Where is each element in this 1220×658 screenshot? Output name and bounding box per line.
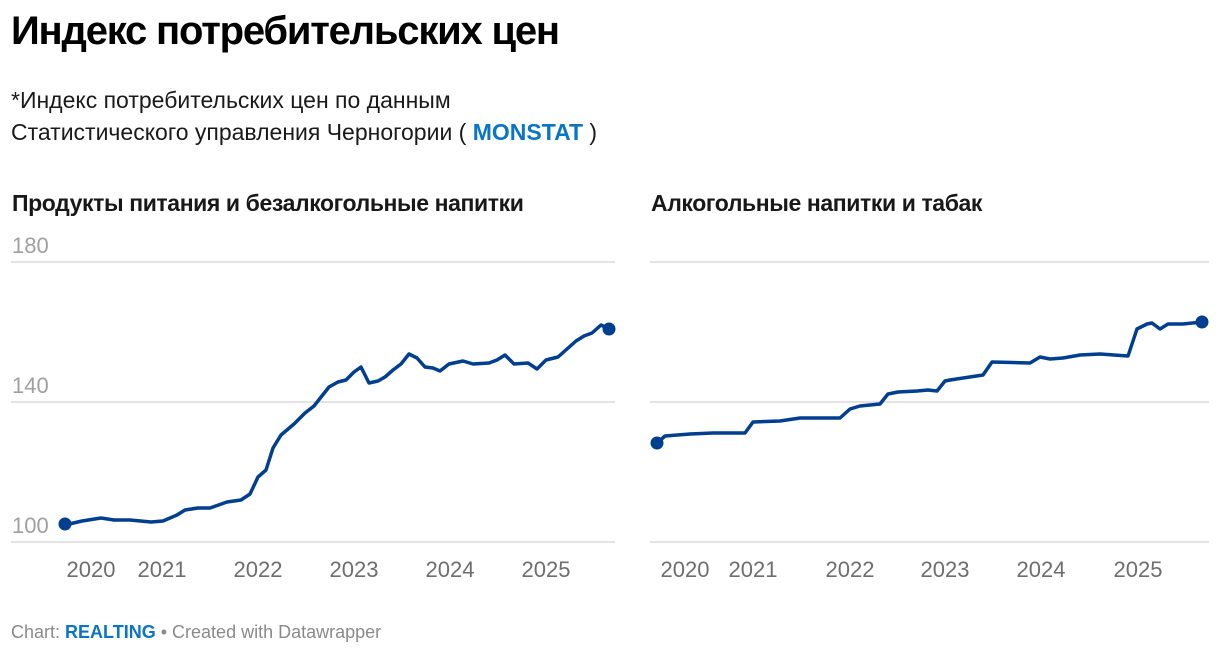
alcohol-end-dot [1195, 315, 1209, 329]
x-label-2023: 2023 [330, 557, 379, 582]
x-label-2021-right: 2021 [729, 557, 778, 582]
food-series-line [63, 323, 611, 527]
chart-title: Индекс потребительских цен [11, 9, 560, 53]
food-end-dot [602, 322, 616, 336]
x-label-2023-right: 2023 [921, 557, 970, 582]
x-label-2024: 2024 [426, 557, 475, 582]
monstat-link[interactable]: MONSTAT [472, 119, 584, 145]
charts-svg: 180 140 100 2020 2021 2022 2023 2024 202… [11, 233, 1209, 582]
left-x-axis-labels: 2020 2021 2022 2023 2024 2025 [67, 557, 571, 582]
y-label-180: 180 [12, 233, 49, 258]
chart-footer: Chart: REALTING • Created with Datawrapp… [11, 622, 381, 643]
alcohol-start-dot [650, 436, 664, 450]
alcohol-series-line [655, 320, 1204, 445]
subtitle-line-1: *Индекс потребительских цен по данным [11, 87, 451, 113]
chart-subtitle: *Индекс потребительских цен по данным Ст… [11, 84, 771, 148]
subtitle-suffix: ) [589, 119, 598, 145]
x-label-2022-right: 2022 [826, 557, 875, 582]
realting-link[interactable]: REALTING [65, 622, 156, 642]
x-label-2021: 2021 [138, 557, 187, 582]
subtitle-line-2: Статистического управления Черногории ( … [11, 116, 771, 148]
footer-credit: • Created with Datawrapper [160, 622, 382, 642]
x-label-2024-right: 2024 [1017, 557, 1066, 582]
subtitle-prefix: Статистического управления Черногории ( [11, 119, 467, 145]
left-y-axis-labels: 180 140 100 [12, 233, 49, 538]
panel-title-alcohol: Алкогольные напитки и табак [651, 190, 983, 216]
x-label-2020: 2020 [67, 557, 116, 582]
food-start-dot [58, 517, 72, 531]
right-x-axis-labels: 2020 2021 2022 2023 2024 2025 [661, 557, 1163, 582]
right-gridlines [650, 261, 1209, 543]
x-label-2025: 2025 [522, 557, 571, 582]
x-label-2025-right: 2025 [1114, 557, 1163, 582]
x-label-2022: 2022 [234, 557, 283, 582]
footer-prefix: Chart: [11, 622, 61, 642]
y-label-100: 100 [12, 513, 49, 538]
y-label-140: 140 [12, 373, 49, 398]
x-label-2020-right: 2020 [661, 557, 710, 582]
left-gridlines [11, 261, 615, 543]
panel-title-food: Продукты питания и безалкогольные напитк… [12, 190, 524, 216]
